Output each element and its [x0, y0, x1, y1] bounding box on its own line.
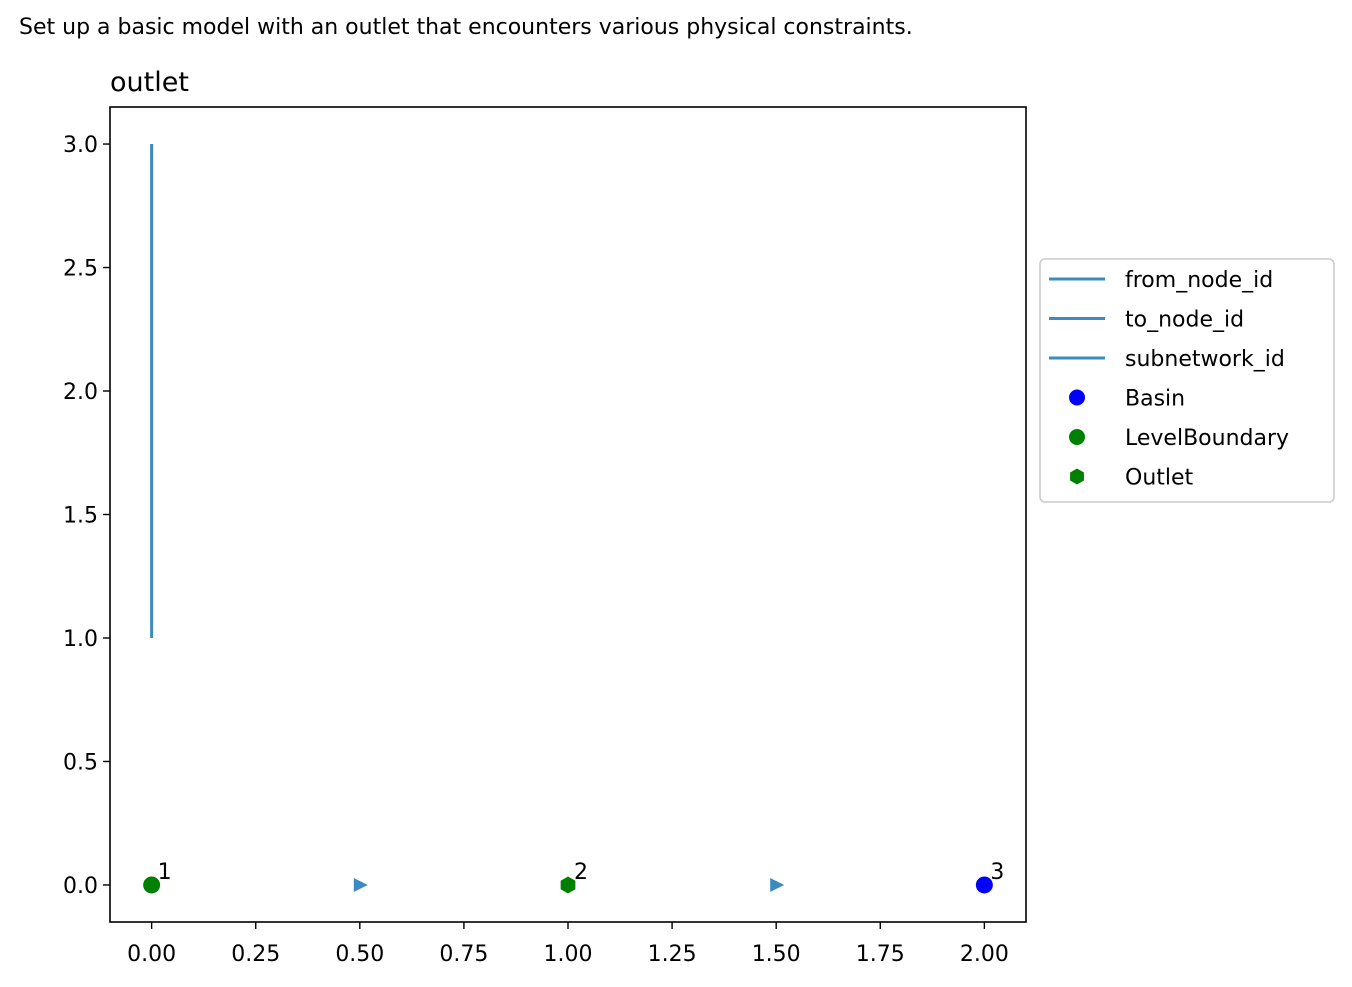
y-tick-label: 0.0 [63, 874, 98, 899]
y-tick-label: 1.5 [63, 504, 98, 529]
legend-label: to_node_id [1125, 308, 1244, 333]
legend-label: Basin [1125, 387, 1185, 412]
node-label: 1 [158, 860, 172, 885]
x-tick-label: 0.50 [335, 942, 384, 967]
legend-box [1039, 258, 1335, 503]
legend-label: from_node_id [1125, 268, 1273, 293]
chart-title: outlet [110, 67, 189, 98]
x-tick-label: 0.75 [439, 942, 488, 967]
x-tick-label: 2.00 [960, 942, 1009, 967]
x-tick-label: 1.75 [856, 942, 905, 967]
legend-label: Outlet [1125, 466, 1194, 491]
edge-arrow-marker [353, 877, 368, 892]
plot-frame [109, 106, 1027, 923]
legend-marker-swatch [1070, 468, 1084, 485]
node-marker-Outlet [560, 876, 576, 894]
node-marker-LevelBoundary [143, 876, 161, 894]
node-label: 2 [574, 860, 588, 885]
y-tick-label: 2.5 [63, 257, 98, 282]
y-tick-label: 2.0 [63, 380, 98, 405]
x-tick-label: 1.50 [752, 942, 801, 967]
x-tick-label: 1.25 [648, 942, 697, 967]
y-tick-label: 0.5 [63, 750, 98, 775]
legend-marker-swatch [1069, 429, 1085, 445]
x-tick-label: 1.00 [544, 942, 593, 967]
node-label: 3 [990, 860, 1004, 885]
x-tick-label: 0.00 [127, 942, 176, 967]
y-tick-label: 3.0 [63, 133, 98, 158]
legend-marker-swatch [1069, 389, 1085, 406]
x-tick-label: 0.25 [231, 942, 280, 967]
node-marker-Basin [975, 876, 993, 894]
legend-label: LevelBoundary [1125, 426, 1289, 451]
figure-caption: Set up a basic model with an outlet that… [19, 15, 913, 40]
y-tick-label: 1.0 [63, 627, 98, 652]
legend-label: subnetwork_id [1125, 347, 1285, 372]
edge-arrow-marker [770, 877, 785, 892]
